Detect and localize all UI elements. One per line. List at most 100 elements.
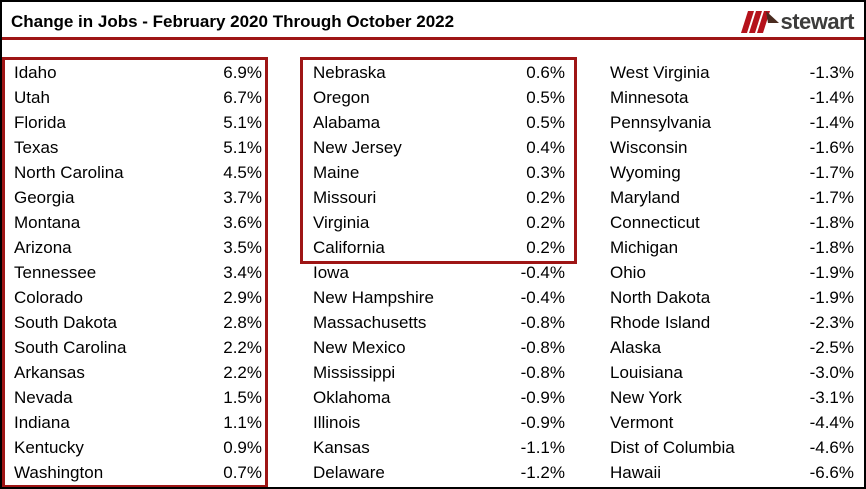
stewart-logo: stewart	[741, 9, 854, 34]
state-name: Kentucky	[14, 437, 84, 457]
state-value: 0.2%	[526, 187, 565, 207]
state-value: 5.1%	[223, 112, 262, 132]
state-value: -1.2%	[520, 462, 565, 482]
table-row: New Hampshire -0.4%	[313, 285, 565, 310]
state-value: -2.3%	[809, 312, 854, 332]
logo-slash-3	[757, 10, 771, 33]
state-value: 6.7%	[223, 87, 262, 107]
state-value: -0.9%	[520, 412, 565, 432]
table-row: South Dakota 2.8%	[14, 310, 262, 335]
state-name: Massachusetts	[313, 312, 427, 332]
state-value: -0.8%	[520, 337, 565, 357]
state-name: Indiana	[14, 412, 70, 432]
table-row: Hawaii -6.6%	[610, 460, 854, 485]
table-row: Virginia 0.2%	[313, 210, 565, 235]
state-name: New Hampshire	[313, 287, 434, 307]
state-name: South Dakota	[14, 312, 118, 332]
state-name: Alaska	[610, 337, 662, 357]
table-row: Illinois -0.9%	[313, 410, 565, 435]
state-value: 0.5%	[526, 112, 565, 132]
table-row: Wyoming -1.7%	[610, 160, 854, 185]
state-value: -1.6%	[809, 137, 854, 157]
state-value: -1.4%	[809, 87, 854, 107]
state-name: North Carolina	[14, 162, 124, 182]
state-name: Vermont	[610, 412, 674, 432]
state-name: Tennessee	[14, 262, 97, 282]
stewart-logo-text: stewart	[780, 8, 854, 34]
table-row: Louisiana -3.0%	[610, 360, 854, 385]
state-value: -1.8%	[809, 237, 854, 257]
state-name: Rhode Island	[610, 312, 711, 332]
state-name: California	[313, 237, 385, 257]
state-value: 1.5%	[223, 387, 262, 407]
state-name: Maine	[313, 162, 360, 182]
table-row: Minnesota -1.4%	[610, 85, 854, 110]
state-name: North Dakota	[610, 287, 711, 307]
table-row: South Carolina 2.2%	[14, 335, 262, 360]
state-value: -1.7%	[809, 162, 854, 182]
table-row: Alaska -2.5%	[610, 335, 854, 360]
table-row: Tennessee 3.4%	[14, 260, 262, 285]
state-value: 3.7%	[223, 187, 262, 207]
table-row: Pennsylvania -1.4%	[610, 110, 854, 135]
state-name: Delaware	[313, 462, 385, 482]
state-value: -0.4%	[520, 262, 565, 282]
state-value: -4.6%	[809, 437, 854, 457]
state-value: -1.3%	[809, 62, 854, 82]
state-name: Kansas	[313, 437, 370, 457]
table-row: Arizona 3.5%	[14, 235, 262, 260]
logo-slash-1	[741, 10, 755, 33]
state-value: -1.8%	[809, 212, 854, 232]
table-row: Nebraska 0.6%	[313, 60, 565, 85]
state-name: Dist of Columbia	[610, 437, 735, 457]
table-row: Michigan -1.8%	[610, 235, 854, 260]
state-name: Idaho	[14, 62, 57, 82]
state-value: -0.8%	[520, 312, 565, 332]
table-column-1: Idaho 6.9% Utah 6.7% Florida 5.1% Texas 5.1% Nor…	[14, 60, 262, 485]
table-row: North Dakota -1.9%	[610, 285, 854, 310]
logo-slash-2	[749, 10, 763, 33]
state-name: Wyoming	[610, 162, 681, 182]
state-name: Wisconsin	[610, 137, 688, 157]
table-row: Idaho 6.9%	[14, 60, 262, 85]
table-row: Maryland -1.7%	[610, 185, 854, 210]
table-row: Montana 3.6%	[14, 210, 262, 235]
state-value: 2.9%	[223, 287, 262, 307]
page-title: Change in Jobs - February 2020 Through O…	[11, 12, 455, 31]
state-value: 0.3%	[526, 162, 565, 182]
table-row: Rhode Island -2.3%	[610, 310, 854, 335]
state-name: Nebraska	[313, 62, 386, 82]
state-value: -1.1%	[520, 437, 565, 457]
state-name: Arizona	[14, 237, 72, 257]
state-name: Hawaii	[610, 462, 662, 482]
state-name: South Carolina	[14, 337, 127, 357]
state-name: Colorado	[14, 287, 83, 307]
state-value: 0.9%	[223, 437, 262, 457]
state-name: Missouri	[313, 187, 377, 207]
state-name: Louisiana	[610, 362, 683, 382]
state-name: Nevada	[14, 387, 73, 407]
state-value: 0.4%	[526, 137, 565, 157]
state-value: -1.7%	[809, 187, 854, 207]
state-name: Texas	[14, 137, 59, 157]
table-row: New Mexico -0.8%	[313, 335, 565, 360]
state-value: -6.6%	[809, 462, 854, 482]
state-value: -3.0%	[809, 362, 854, 382]
table-row: California 0.2%	[313, 235, 565, 260]
table-row: Vermont -4.4%	[610, 410, 854, 435]
table-row: West Virginia -1.3%	[610, 60, 854, 85]
state-value: -3.1%	[809, 387, 854, 407]
state-value: -0.9%	[520, 387, 565, 407]
table-row: New York -3.1%	[610, 385, 854, 410]
table-row: Kansas -1.1%	[313, 435, 565, 460]
state-value: 1.1%	[223, 412, 262, 432]
state-value: 6.9%	[223, 62, 262, 82]
table-row: North Carolina 4.5%	[14, 160, 262, 185]
state-value: 3.4%	[223, 262, 262, 282]
state-value: 0.5%	[526, 87, 565, 107]
state-name: Iowa	[313, 262, 349, 282]
state-value: 0.6%	[526, 62, 565, 82]
state-name: Minnesota	[610, 87, 689, 107]
state-name: Pennsylvania	[610, 112, 712, 132]
